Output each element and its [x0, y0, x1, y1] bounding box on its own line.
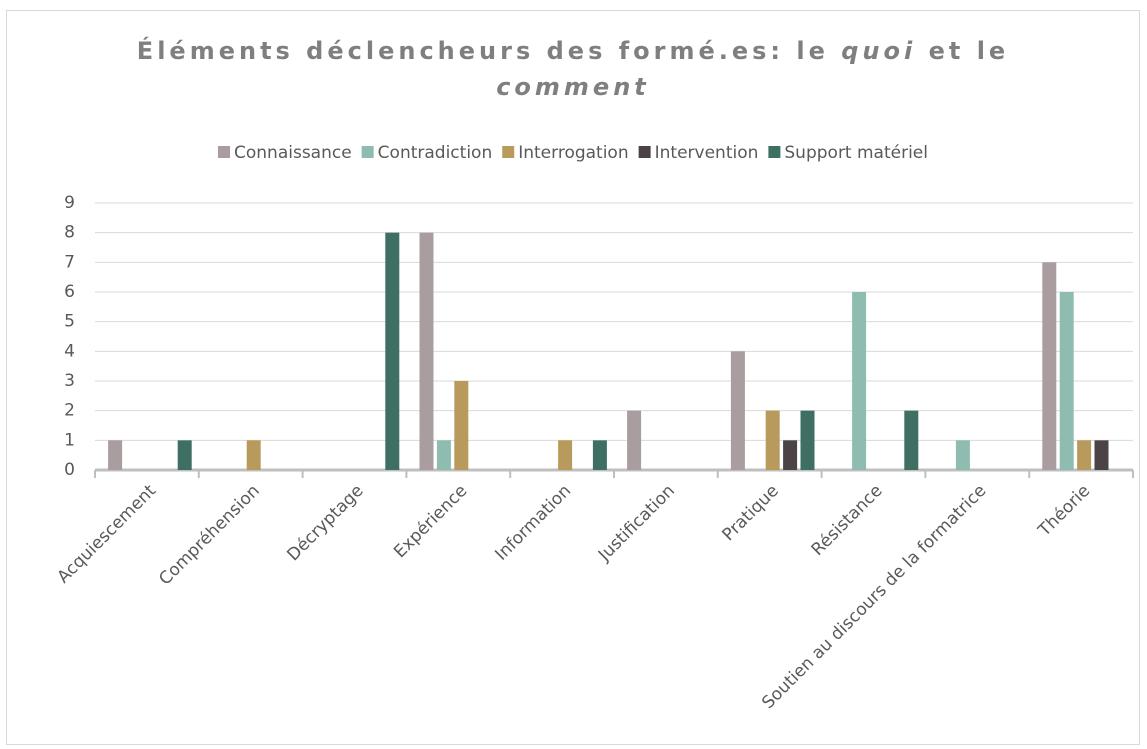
- bar: [627, 410, 642, 470]
- y-tick-label: 1: [64, 430, 75, 450]
- legend-label: Intervention: [655, 143, 759, 163]
- bar: [385, 232, 400, 470]
- y-tick-label: 3: [64, 371, 75, 391]
- bar: [1077, 440, 1092, 470]
- bar: [904, 410, 919, 470]
- title-part: comment: [496, 73, 650, 101]
- y-tick-label: 7: [64, 252, 75, 272]
- bar: [108, 440, 123, 470]
- legend: Connaissance Contradiction Interrogation In…: [218, 143, 928, 163]
- y-tick-label: 5: [64, 312, 75, 332]
- bar: [419, 232, 434, 470]
- y-tick-label: 8: [64, 223, 75, 243]
- bar: [852, 292, 867, 470]
- bar: [730, 351, 745, 470]
- bar: [558, 440, 573, 470]
- bar: [246, 440, 261, 470]
- y-tick-label: 2: [64, 401, 75, 421]
- title-part: quoi: [841, 37, 916, 65]
- legend-label: Interrogation: [518, 143, 628, 163]
- chart-title: Éléments déclencheurs des formé.es: le q…: [137, 36, 1009, 65]
- title-part: Éléments déclencheurs des formé.es: le: [137, 36, 841, 65]
- bar: [436, 440, 451, 470]
- title-part: et le: [916, 37, 1009, 65]
- bar: [1094, 440, 1109, 470]
- bar: [1059, 292, 1074, 470]
- legend-swatch: [638, 146, 651, 158]
- legend-label: Connaissance: [234, 143, 352, 163]
- legend-swatch: [361, 146, 374, 158]
- legend-swatch: [218, 146, 230, 158]
- bar: [592, 440, 607, 470]
- bar: [177, 440, 192, 470]
- chart-title: comment: [496, 73, 650, 101]
- chart-border: [6, 10, 1140, 745]
- y-tick-label: 6: [64, 282, 75, 302]
- bar: [454, 381, 469, 470]
- legend-swatch: [768, 146, 781, 158]
- legend-label: Contradiction: [378, 143, 493, 163]
- legend-swatch: [502, 146, 515, 158]
- bar: [783, 440, 798, 470]
- y-tick-label: 9: [64, 193, 75, 213]
- legend-label: Support matériel: [784, 143, 928, 163]
- bar: [955, 440, 970, 470]
- bar: [800, 410, 815, 470]
- bar: [765, 410, 780, 470]
- bar: [1042, 262, 1057, 470]
- y-tick-label: 4: [64, 341, 75, 361]
- y-tick-label: 0: [64, 460, 75, 480]
